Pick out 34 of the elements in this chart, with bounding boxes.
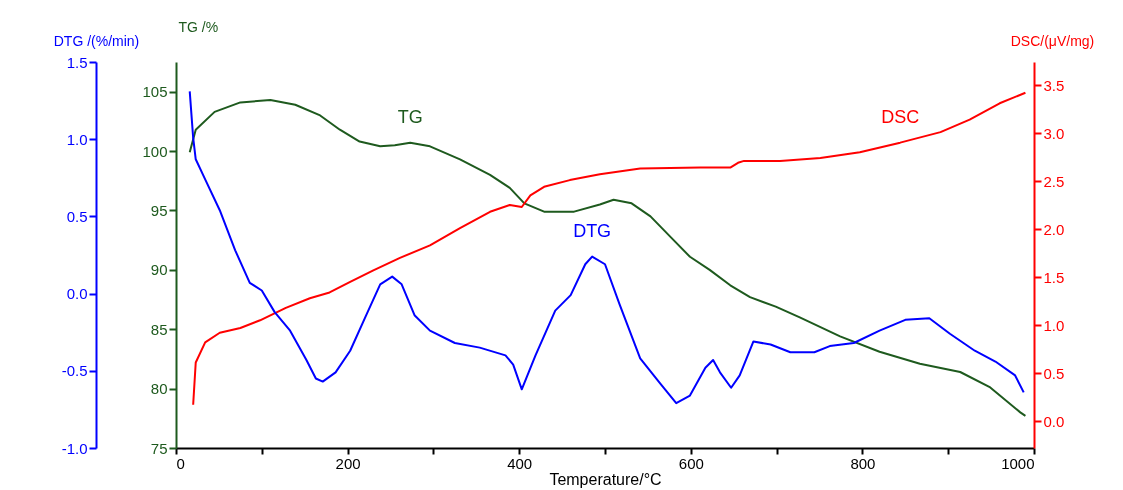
x-tick-label: 800 xyxy=(850,454,876,472)
y2-tick-label: 1.5 xyxy=(1043,268,1065,286)
y2-tick-label: 1.0 xyxy=(1043,316,1065,334)
y3-tick-label: 1.5 xyxy=(66,53,88,71)
y3-tick-label: -0.5 xyxy=(61,362,88,380)
y2-tick-label: 0.5 xyxy=(1043,364,1065,382)
x-tick-label: 400 xyxy=(507,454,533,472)
y-tick-label: 105 xyxy=(142,83,168,101)
y3-tick-label: -1.0 xyxy=(61,439,88,457)
y-tick-label: 85 xyxy=(150,320,168,338)
y2-tick-label: 0.0 xyxy=(1043,412,1065,430)
y2-tick-label: 3.0 xyxy=(1043,124,1065,142)
y-tick-label: 95 xyxy=(150,201,168,219)
x-axis-title: Temperature/°C xyxy=(549,470,662,488)
y2-tick-label: 2.0 xyxy=(1043,220,1065,238)
y2-tick-label: 2.5 xyxy=(1043,172,1065,190)
y2-tick-label: 3.5 xyxy=(1043,76,1065,94)
x-tick-label: 600 xyxy=(678,454,704,472)
series-label: DTG xyxy=(573,220,612,241)
x-tick-label: 1000 xyxy=(1001,454,1035,472)
series-label: DSC xyxy=(881,106,920,127)
x-tick-label: 200 xyxy=(335,454,361,472)
y3-axis-title: DTG /(%/min) xyxy=(53,32,140,49)
y-tick-label: 100 xyxy=(142,142,168,160)
y-tick-label: 80 xyxy=(150,380,168,398)
y3-tick-label: 0.0 xyxy=(66,285,88,303)
y3-tick-label: 1.0 xyxy=(66,130,88,148)
y3-tick-label: 0.5 xyxy=(66,207,88,225)
y-axis-title: TG /% xyxy=(178,18,219,35)
series-label: TG xyxy=(397,106,423,127)
y2-axis-title: DSC/(μV/mg) xyxy=(1010,32,1095,49)
y-tick-label: 90 xyxy=(150,261,168,279)
x-tick-label: 0 xyxy=(176,454,185,472)
y-tick-label: 75 xyxy=(150,439,168,457)
